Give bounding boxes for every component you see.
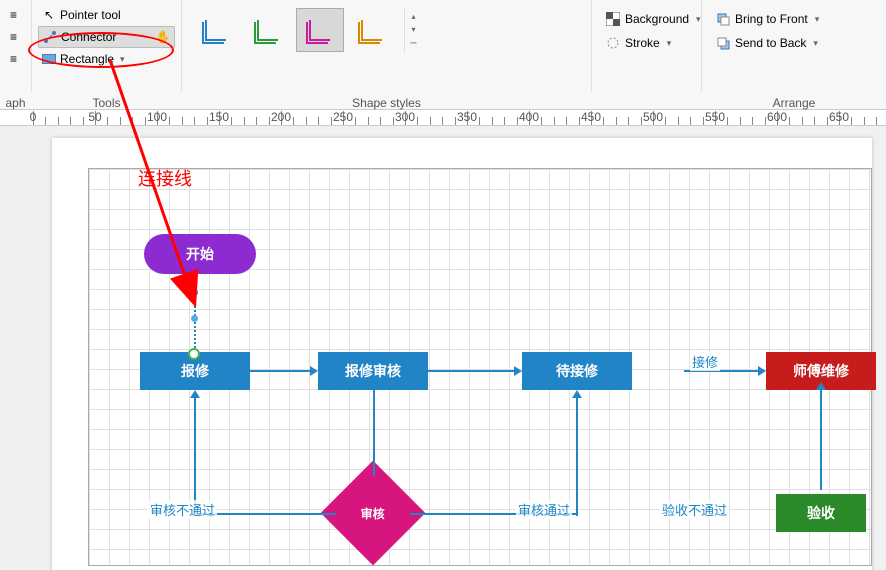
group-label: aph xyxy=(0,96,31,110)
edge xyxy=(194,398,196,516)
styles-group-label: Shape styles xyxy=(182,96,591,110)
bring-front-icon xyxy=(716,12,730,26)
chevron-down-icon: ▾ xyxy=(696,14,701,25)
canvas[interactable]: 开始报修报修审核待接修师傅维修验收审核接修审核不通过审核通过验收不通过 xyxy=(0,126,886,570)
align-right-icon[interactable]: ≡ xyxy=(6,48,25,70)
bring-to-front[interactable]: Bring to Front ▾ xyxy=(712,8,876,30)
tools-group-label: Tools xyxy=(32,96,181,110)
edge-label: 接修 xyxy=(690,352,720,371)
shape-style-gallery: ▴▾⎓ xyxy=(188,4,585,56)
edge xyxy=(576,398,578,516)
style-option[interactable] xyxy=(192,8,240,52)
annotation-text: 连接线 xyxy=(138,165,192,191)
node-start[interactable]: 开始 xyxy=(144,234,256,274)
chevron-down-icon: ▾ xyxy=(667,38,672,49)
chevron-down-icon: ▾ xyxy=(815,14,820,25)
send-to-back[interactable]: Send to Back ▾ xyxy=(712,32,876,54)
edge xyxy=(194,274,196,352)
pointer-icon: ↖ xyxy=(42,8,56,22)
background-label: Background xyxy=(625,12,689,26)
style-option[interactable] xyxy=(296,8,344,52)
style-option[interactable] xyxy=(244,8,292,52)
edge-label: 审核通过 xyxy=(516,500,572,519)
edge xyxy=(250,370,310,372)
node-daijie[interactable]: 待接修 xyxy=(522,352,632,390)
chevron-down-icon: ▾ xyxy=(813,38,818,49)
send-back-label: Send to Back xyxy=(735,36,806,50)
style-option[interactable] xyxy=(348,8,396,52)
stroke-icon xyxy=(606,36,620,50)
pointer-label: Pointer tool xyxy=(60,8,121,22)
edge-label: 验收不通过 xyxy=(660,500,729,519)
stroke-label: Stroke xyxy=(625,36,660,50)
horizontal-ruler: 050100150200250300350400450500550600650 xyxy=(0,110,886,126)
edge-label: 审核不通过 xyxy=(148,500,217,519)
edge xyxy=(820,390,822,490)
background-icon xyxy=(606,12,620,26)
background-option[interactable]: Background ▾ xyxy=(602,8,691,30)
annotation-circle xyxy=(28,32,174,68)
bring-front-label: Bring to Front xyxy=(735,12,808,26)
align-center-icon[interactable]: ≡ xyxy=(6,26,25,48)
align-left-icon[interactable]: ≡ xyxy=(6,4,25,26)
edge xyxy=(428,370,514,372)
gallery-more[interactable]: ▴▾⎓ xyxy=(404,8,422,52)
node-yanshou[interactable]: 验收 xyxy=(776,494,866,532)
pointer-tool[interactable]: ↖ Pointer tool xyxy=(38,4,175,26)
edge xyxy=(373,390,375,476)
arrange-group-label: Arrange xyxy=(702,96,886,110)
send-back-icon xyxy=(716,36,730,50)
stroke-option[interactable]: Stroke ▾ xyxy=(602,32,691,54)
